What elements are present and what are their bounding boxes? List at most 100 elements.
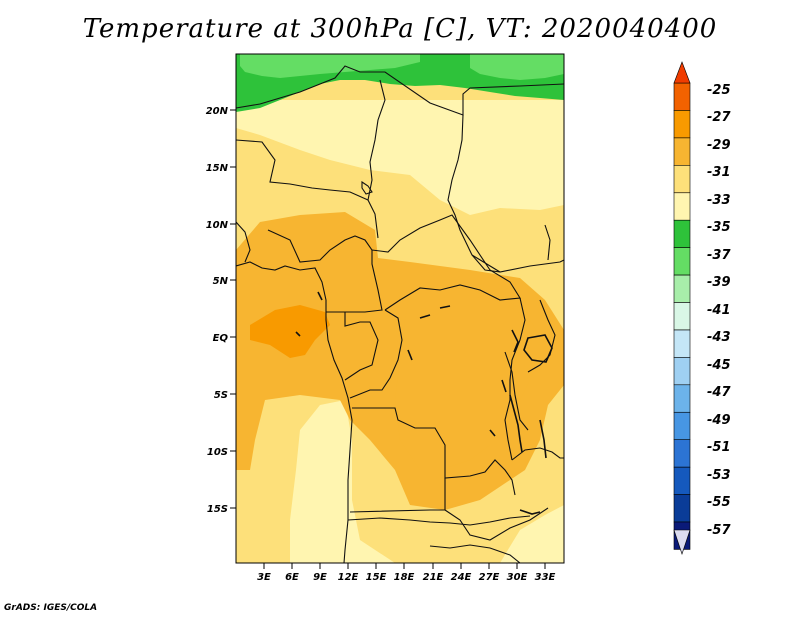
border-nigeria-cameroon [267, 229, 383, 313]
field-band-c31-east [395, 285, 545, 470]
border-zambia-south [444, 507, 549, 541]
map-frame [235, 53, 565, 564]
colorbar-label-57: -57 [707, 523, 731, 538]
colorbar-label-41: -41 [707, 303, 731, 318]
colorbar-bin-m29 [673, 137, 691, 166]
border-botswana [429, 544, 521, 563]
colorbar-bin-m25 [673, 82, 691, 111]
lon-label-15e: 15E [366, 572, 387, 583]
colorbar-label-37: -37 [707, 248, 731, 263]
colorbar-bin-m55 [673, 494, 691, 523]
border-nigeria [236, 139, 369, 201]
lon-label-24e: 24E [451, 572, 472, 583]
colorbar-bottom-arrow [673, 529, 691, 555]
lake-congo-3 [407, 349, 413, 361]
lake-malawi [539, 419, 547, 459]
lat-label-15s: 15S [207, 504, 228, 515]
colorbar-label-51: -51 [707, 440, 731, 455]
lat-label-10n: 10N [206, 220, 229, 231]
colorbar-label-45: -45 [707, 358, 731, 373]
border-east-africa [511, 447, 564, 461]
lat-label-5s: 5S [214, 390, 228, 401]
border-drc-east [504, 297, 526, 461]
temperature-field [236, 54, 564, 563]
grads-credit: GrADS: IGES/COLA [4, 603, 98, 613]
colorbar-bin-m33 [673, 192, 691, 221]
colorbar-bin-m39 [673, 274, 691, 303]
lake-mweru [489, 429, 496, 437]
border-niger-libya [236, 65, 564, 116]
lake-tanganyika [509, 394, 523, 453]
lake-albert [511, 329, 519, 353]
colorbar-bins [673, 82, 691, 550]
colorbar-label-29: -29 [707, 138, 731, 153]
colorbar-bin-m47 [673, 384, 691, 413]
colorbar-label-25: -25 [707, 83, 731, 98]
field-band-c35-north [236, 100, 564, 215]
colorbar-bin-m37 [673, 247, 691, 276]
colorbar-label-43: -43 [707, 330, 731, 345]
colorbar-bin-m49 [673, 411, 691, 441]
border-uganda [527, 299, 556, 373]
border-gulf [236, 221, 251, 263]
colorbar-bin-m43 [673, 329, 691, 358]
colorbar-bin-m51 [673, 439, 691, 468]
lake-congo-2 [439, 305, 451, 309]
lat-label-5n: 5N [213, 276, 229, 287]
colorbar-label-47: -47 [707, 385, 731, 400]
lake-small-2 [317, 291, 323, 301]
colorbar-label-53: -53 [707, 468, 731, 483]
lon-label-27e: 27E [479, 572, 500, 583]
colorbar-label-55: -55 [707, 495, 731, 510]
lat-label-eq: EQ [213, 333, 229, 344]
lon-label-21e: 21E [423, 572, 444, 583]
lake-kivu [501, 379, 507, 393]
colorbar-top-arrow [673, 61, 691, 84]
border-congo [326, 311, 379, 381]
colorbar-bin-m27 [673, 110, 691, 139]
field-band-c35-southeast [500, 505, 564, 563]
colorbar-bin-m53 [673, 466, 691, 495]
colorbar-bin-m31 [673, 165, 691, 194]
lat-label-10s: 10S [207, 447, 228, 458]
border-car [371, 214, 521, 311]
border-drc-west [349, 309, 403, 399]
lat-label-20n: 20N [206, 106, 229, 117]
border-sudan-south [471, 254, 564, 273]
lon-label-12e: 12E [338, 572, 359, 583]
lon-label-3e: 3E [257, 572, 271, 583]
map-title: Temperature at 300hPa [C], VT: 202004040… [82, 14, 718, 44]
lakes [295, 291, 553, 515]
lon-axis [263, 563, 546, 569]
country-borders [236, 65, 564, 563]
border-nile [544, 224, 551, 261]
border-lake-chad [361, 180, 373, 195]
lake-congo-1 [419, 314, 431, 319]
lon-label-33e: 33E [535, 572, 556, 583]
border-angola-zambia [349, 478, 446, 513]
lon-label-6e: 6E [285, 572, 299, 583]
colorbar-label-49: -49 [707, 413, 731, 428]
lat-axis [230, 109, 236, 509]
colorbar-label-31: -31 [707, 165, 731, 180]
lake-victoria [523, 334, 553, 363]
border-rift [504, 351, 529, 431]
border-chad-sudan [447, 114, 501, 273]
colorbar: -25 -27 -29 -31 -33 -35 -37 -39 -41 -43 … [673, 61, 731, 555]
border-niger-chad [367, 79, 386, 239]
coastline-west [236, 261, 353, 563]
field-band-c29 [250, 305, 330, 358]
lon-label-18e: 18E [394, 572, 415, 583]
lon-label-30e: 30E [507, 572, 528, 583]
colorbar-bin-m41 [673, 302, 691, 331]
lake-small-1 [295, 331, 301, 337]
field-band-c35-southwest [290, 400, 395, 563]
colorbar-bin-m35 [673, 219, 691, 248]
lake-kariba [519, 509, 541, 515]
colorbar-bin-m45 [673, 357, 691, 386]
field-band-c39 [240, 54, 564, 80]
colorbar-label-33: -33 [707, 193, 731, 208]
border-angola-namibia [347, 515, 531, 526]
colorbar-label-39: -39 [707, 275, 731, 290]
